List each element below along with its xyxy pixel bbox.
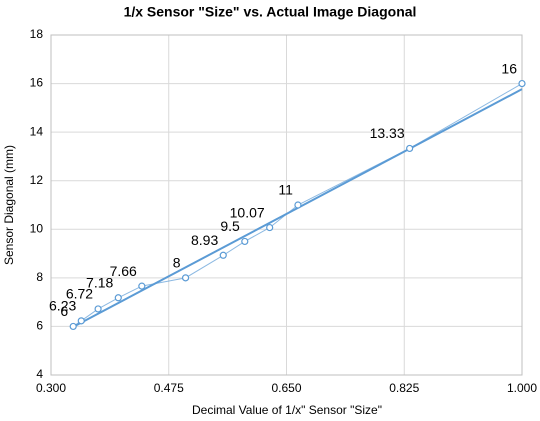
chart-title: 1/x Sensor "Size" vs. Actual Image Diago… xyxy=(124,4,417,20)
x-tick-label: 0.475 xyxy=(154,381,184,395)
y-tick-label: 6 xyxy=(36,319,43,333)
data-point xyxy=(114,294,122,302)
y-tick-label: 8 xyxy=(36,270,43,284)
x-tick-label: 0.825 xyxy=(389,381,419,395)
data-label: 6.23 xyxy=(49,298,76,314)
data-point xyxy=(69,322,77,331)
y-tick-label: 4 xyxy=(36,367,43,381)
data-label: 13.33 xyxy=(370,125,405,141)
y-tick-label: 12 xyxy=(30,173,44,187)
y-tick-label: 18 xyxy=(30,27,44,41)
data-label: 8.93 xyxy=(191,232,218,248)
data-point xyxy=(181,274,190,282)
data-label: 8 xyxy=(173,255,181,271)
x-tick-label: 1.000 xyxy=(507,381,537,395)
data-label: 11 xyxy=(278,182,293,198)
data-point xyxy=(138,282,146,290)
y-axis-label: Sensor Diagonal (mm) xyxy=(2,145,16,265)
data-point xyxy=(294,201,302,209)
data-label: 10.07 xyxy=(230,204,265,220)
data-point xyxy=(266,223,274,232)
data-label: 9.5 xyxy=(220,218,240,234)
data-label: 7.18 xyxy=(86,274,113,290)
y-tick-label: 14 xyxy=(30,124,44,138)
data-point xyxy=(406,144,414,153)
data-label: 7.66 xyxy=(110,263,137,279)
data-label: 6.72 xyxy=(66,286,93,302)
data-point xyxy=(94,305,102,313)
x-tick-label: 0.650 xyxy=(271,381,301,395)
data-point xyxy=(219,251,227,259)
data-point xyxy=(518,79,526,88)
data-label: 16 xyxy=(501,60,517,76)
y-tick-label: 10 xyxy=(30,221,44,235)
plot-frame xyxy=(50,34,523,376)
y-tick-label: 16 xyxy=(30,76,44,90)
data-point xyxy=(77,317,85,325)
x-tick-label: 0.300 xyxy=(36,381,66,395)
x-axis-label: Decimal Value of 1/x" Sensor "Size" xyxy=(192,403,382,417)
data-point xyxy=(241,237,249,246)
data-label: 6 xyxy=(60,303,68,319)
